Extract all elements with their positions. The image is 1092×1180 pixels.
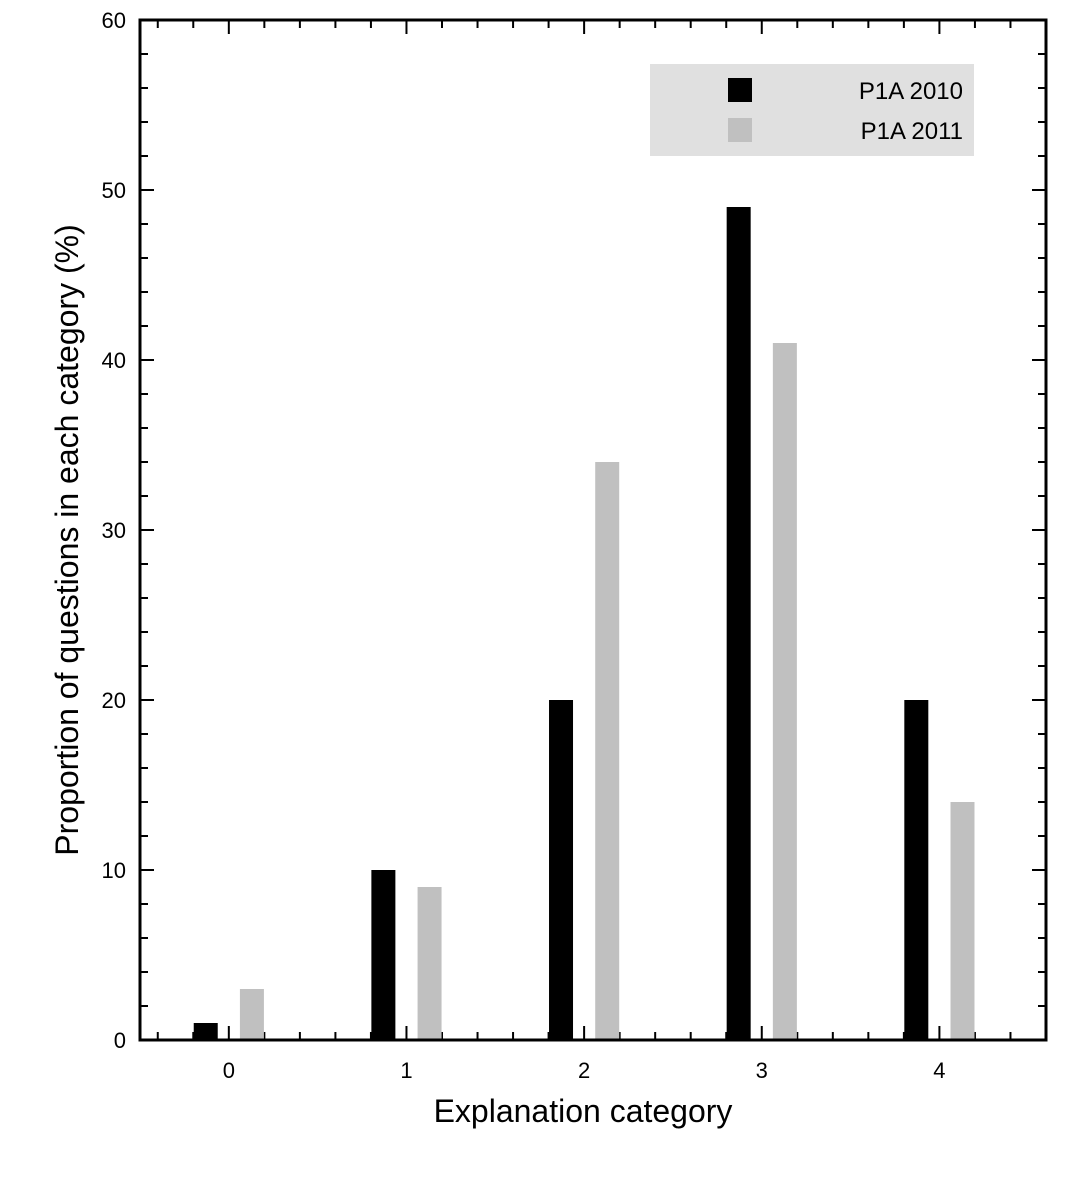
y-tick-label: 0 xyxy=(114,1028,126,1053)
y-tick-label: 40 xyxy=(102,348,126,373)
y-axis-title: Proportion of questions in each category… xyxy=(49,224,85,855)
plot-frame xyxy=(138,18,1048,1042)
bar-2010-cat-4 xyxy=(904,700,929,1040)
x-axis-title: Explanation category xyxy=(434,1093,733,1129)
legend-label: P1A 2010 xyxy=(859,78,963,105)
bar-2011-cat-4 xyxy=(950,802,975,1040)
bar-2011-cat-3 xyxy=(772,343,797,1040)
y-tick-label: 10 xyxy=(102,858,126,883)
bar-series xyxy=(193,207,975,1040)
y-tick-label: 60 xyxy=(102,8,126,33)
bar-2011-cat-1 xyxy=(417,887,442,1040)
x-tick-label: 2 xyxy=(578,1058,590,1083)
x-axis-ticks xyxy=(156,20,1012,1040)
y-tick-label: 20 xyxy=(102,688,126,713)
bar-2011-cat-2 xyxy=(595,462,620,1040)
bar-2011-cat-0 xyxy=(239,989,264,1040)
tick-labels: 0 10 20 30 40 50 60 0 1 2 3 4 xyxy=(102,8,946,1083)
bar-2010-cat-0 xyxy=(193,1023,218,1040)
legend-swatch-2010 xyxy=(728,78,752,102)
legend-background xyxy=(650,64,974,156)
legend-swatch-2011 xyxy=(728,118,752,142)
legend-label: P1A 2011 xyxy=(861,118,963,145)
bar-2010-cat-1 xyxy=(371,870,396,1040)
x-tick-label: 0 xyxy=(223,1058,235,1083)
x-tick-label: 3 xyxy=(756,1058,768,1083)
legend: P1A 2010 P1A 2011 xyxy=(650,64,974,156)
bar-2010-cat-2 xyxy=(549,700,574,1040)
x-tick-label: 1 xyxy=(400,1058,412,1083)
y-tick-label: 30 xyxy=(102,518,126,543)
y-tick-label: 50 xyxy=(102,178,126,203)
bar-2010-cat-3 xyxy=(726,207,751,1040)
x-tick-label: 4 xyxy=(933,1058,945,1083)
